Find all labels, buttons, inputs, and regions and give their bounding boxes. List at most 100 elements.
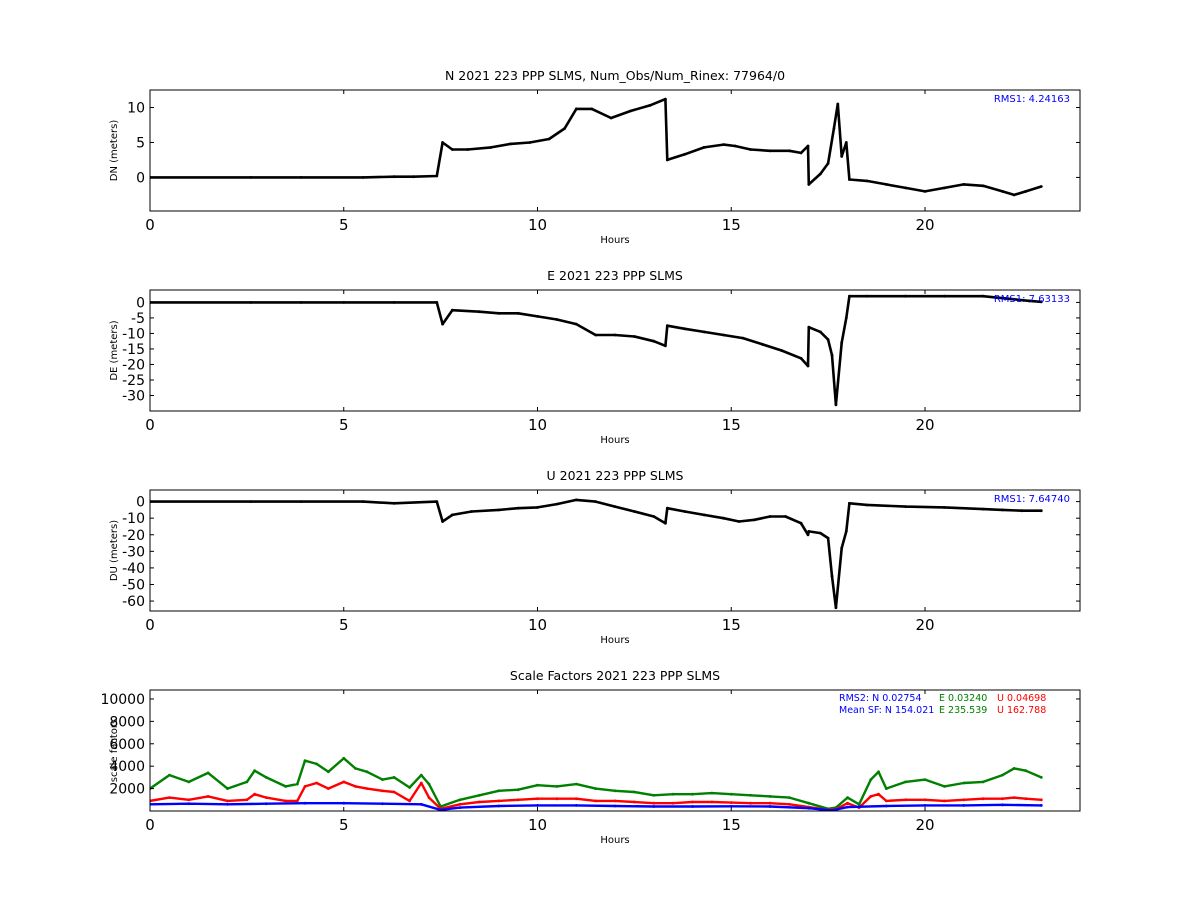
y-tick-label: 2000	[109, 782, 145, 798]
x-axis-label: Hours	[600, 635, 629, 646]
y-tick-label: 0	[136, 295, 145, 311]
data-point	[361, 176, 365, 179]
data-point	[419, 773, 423, 777]
data-point	[613, 789, 617, 793]
data-point	[245, 780, 249, 784]
data-point	[206, 795, 210, 798]
data-point	[702, 513, 706, 517]
data-point	[691, 800, 694, 804]
data-point	[253, 769, 256, 773]
data-point	[450, 513, 454, 517]
data-point	[722, 143, 725, 147]
data-point	[1039, 776, 1043, 779]
data-point	[788, 796, 791, 799]
data-point	[1012, 796, 1016, 799]
axes-frame	[149, 689, 1081, 812]
data-point	[865, 503, 869, 507]
data-point	[1039, 804, 1043, 807]
data-point	[299, 301, 303, 304]
axes-frame	[149, 89, 1081, 212]
data-point	[1020, 509, 1024, 513]
data-point	[361, 500, 365, 503]
data-point	[904, 505, 907, 508]
rms-annotation: RMS1: 7.64740	[994, 494, 1070, 505]
data-point	[516, 798, 520, 802]
data-point	[168, 796, 171, 799]
data-point	[943, 294, 946, 298]
data-point	[1001, 797, 1004, 801]
data-point	[923, 804, 927, 807]
data-point	[848, 178, 851, 181]
data-point	[830, 353, 834, 357]
data-point	[466, 148, 470, 151]
chart-title: Scale Factors 2021 223 PPP SLMS	[510, 668, 720, 683]
data-point	[489, 146, 493, 149]
data-point	[354, 767, 357, 770]
data-point	[303, 759, 307, 762]
data-point	[710, 791, 714, 795]
data-point	[671, 801, 675, 805]
x-axis-label: Hours	[600, 235, 629, 246]
data-point	[342, 801, 346, 805]
data-point	[846, 801, 849, 805]
data-point	[419, 802, 423, 806]
data-point	[753, 518, 756, 522]
data-point	[633, 510, 636, 513]
data-point	[478, 310, 481, 314]
data-point	[168, 773, 171, 777]
data-point	[806, 144, 810, 148]
axes-frame	[149, 489, 1081, 612]
data-point	[981, 184, 985, 188]
data-point	[904, 294, 907, 298]
data-point	[497, 311, 501, 315]
data-point	[981, 507, 985, 511]
series-line-1	[150, 97, 1042, 197]
data-point	[326, 770, 330, 774]
data-point	[722, 516, 725, 520]
data-point	[923, 798, 927, 802]
y-axis-label: DE (meters)	[109, 320, 120, 380]
data-point	[722, 333, 725, 337]
data-point	[516, 788, 520, 792]
data-point	[547, 137, 551, 141]
data-point	[784, 515, 787, 518]
chart-panel-3: 0 5 10 15 200-10-20-30-40-50-60U 2021 223 PP…	[109, 468, 1081, 646]
x-tick-label: 20	[915, 816, 934, 834]
data-point	[1039, 509, 1043, 513]
data-point	[710, 800, 714, 804]
data-point	[536, 506, 539, 509]
data-point	[665, 158, 669, 162]
data-point	[187, 802, 191, 806]
data-point	[1039, 300, 1043, 304]
x-tick-label: 5	[339, 616, 349, 634]
data-point	[702, 330, 706, 334]
data-point	[574, 782, 578, 786]
data-point	[664, 344, 667, 348]
data-point	[807, 806, 811, 810]
data-point	[574, 498, 578, 502]
data-point	[427, 796, 431, 799]
data-point	[806, 533, 810, 537]
x-tick-label: 5	[339, 416, 349, 434]
data-point	[450, 308, 454, 312]
data-point	[594, 787, 597, 790]
data-point	[354, 785, 357, 788]
scale-factor-annotation: RMS2: N 0.02754	[839, 693, 922, 704]
data-point	[509, 142, 512, 146]
data-point	[865, 294, 869, 298]
data-point	[799, 356, 803, 360]
data-point	[807, 801, 811, 805]
data-point	[1001, 803, 1004, 807]
data-point	[683, 510, 687, 513]
data-point	[264, 796, 268, 799]
data-point	[392, 175, 396, 179]
scale-factor-annotation: E 235.539	[939, 705, 987, 716]
data-point	[648, 104, 652, 107]
data-point	[807, 183, 811, 186]
data-point	[478, 793, 481, 797]
y-tick-label: -50	[122, 577, 145, 593]
data-point	[768, 805, 772, 808]
data-point	[799, 521, 803, 525]
data-point	[315, 762, 318, 766]
data-point	[664, 97, 667, 101]
